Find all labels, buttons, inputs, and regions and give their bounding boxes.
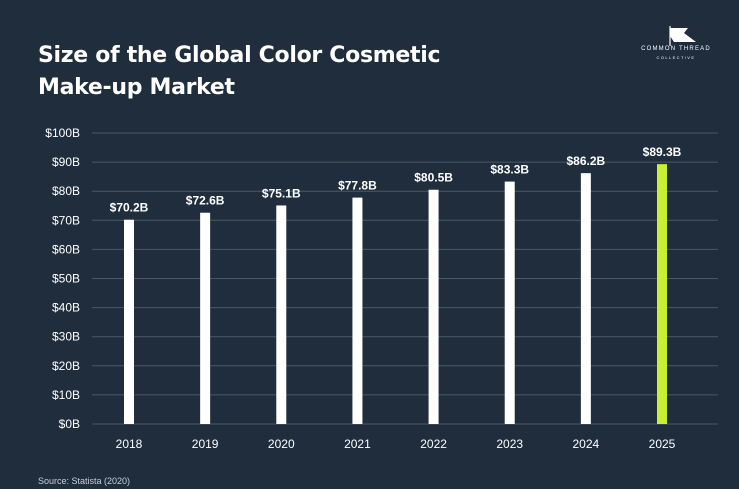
x-tick-label: 2024 [573,437,600,451]
y-axis-ticks: $0B $10B $20B $30B $40B $50B $60B $70B $80B $90B $… [45,126,80,431]
bar-2019 [200,212,211,424]
logo-subtext: COLLECTIVE [656,55,696,60]
y-tick-label: $60B [52,242,80,256]
data-label: $70.2B [110,201,149,215]
bar-2018 [124,219,134,424]
chart-title-line1: Size of the Global Color Cosmetic [38,43,441,68]
y-tick-label: $0B [59,417,80,431]
chart-title-line2: Make-up Market [38,75,235,100]
data-label: $89.3B [643,145,682,159]
x-tick-label: 2020 [268,437,295,451]
bar-2022 [428,189,439,424]
data-label: $80.5B [414,171,453,185]
x-tick-label: 2025 [649,437,676,451]
data-label: $86.2B [567,154,606,168]
y-tick-label: $80B [52,184,80,198]
data-labels: $70.2B $72.6B $75.1B $77.8B $80.5B $83.3B $86.… [110,145,682,215]
bar-2021 [352,197,363,424]
data-label: $77.8B [338,179,377,193]
x-tick-label: 2021 [344,437,371,451]
bar-2024 [580,173,591,424]
flag-icon [669,26,696,46]
x-tick-label: 2023 [496,437,523,451]
bar-2025 [657,164,667,424]
y-tick-label: $40B [52,301,80,315]
logo-text: COMMON THREAD [641,46,711,52]
x-axis-ticks: 2018 2019 2020 2021 2022 2023 2024 2025 [116,437,676,451]
y-tick-label: $100B [45,126,80,140]
y-tick-label: $10B [52,388,80,402]
y-tick-label: $50B [52,272,80,286]
chart-title: Size of the Global Color Cosmetic Make-u… [38,40,441,104]
bars [124,164,667,424]
y-tick-label: $30B [52,330,80,344]
source-note: Source: Statista (2020) [38,476,131,486]
x-tick-label: 2018 [116,437,143,451]
y-tick-label: $90B [52,155,80,169]
y-tick-label: $70B [52,213,80,227]
x-tick-label: 2022 [420,437,447,451]
data-label: $72.6B [186,194,225,208]
brand-logo: COMMON THREAD COLLECTIVE [640,24,720,64]
bar-2020 [276,205,287,424]
bar-2023 [504,181,515,424]
grid-lines [92,132,718,425]
data-label: $83.3B [490,163,529,177]
data-label: $75.1B [262,186,301,200]
x-tick-label: 2019 [192,437,219,451]
y-tick-label: $20B [52,359,80,373]
